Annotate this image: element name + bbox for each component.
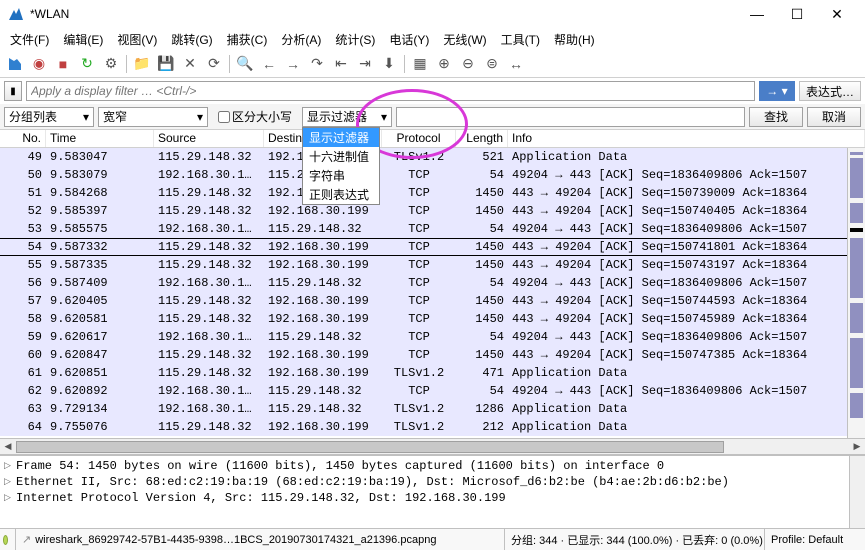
toolbar-restart-icon[interactable]: ↻ — [76, 53, 98, 75]
col-info[interactable]: Info — [508, 130, 865, 147]
toolbar-open-icon[interactable]: 📁 — [131, 53, 153, 75]
scroll-left-icon[interactable]: ◀ — [0, 439, 16, 455]
packet-row[interactable]: 649.755076115.29.148.32192.168.30.199TLS… — [0, 418, 865, 436]
packet-row[interactable]: 509.583079192.168.30.1…115.29.148.32TCP5… — [0, 166, 865, 184]
menu-help[interactable]: 帮助(H) — [548, 29, 601, 50]
menubar: 文件(F) 编辑(E) 视图(V) 跳转(G) 捕获(C) 分析(A) 统计(S… — [0, 28, 865, 50]
find-button[interactable]: 查找 — [749, 107, 803, 127]
toolbar-colorize-icon[interactable]: ▦ — [409, 53, 431, 75]
close-button[interactable]: ✕ — [817, 0, 857, 28]
packet-row[interactable]: 629.620892192.168.30.1…115.29.148.32TCP5… — [0, 382, 865, 400]
toolbar-close-icon[interactable]: ✕ — [179, 53, 201, 75]
toolbar-find-icon[interactable]: 🔍 — [234, 53, 256, 75]
toolbar-zoom-out-icon[interactable]: ⊖ — [457, 53, 479, 75]
toolbar-stop2-icon[interactable]: ■ — [52, 53, 74, 75]
filterbar: ▮ → ▾ 表达式… — [0, 78, 865, 104]
minimap[interactable] — [847, 148, 865, 438]
packet-row[interactable]: 599.620617192.168.30.1…115.29.148.32TCP5… — [0, 328, 865, 346]
packet-details: ▷Frame 54: 1450 bytes on wire (11600 bit… — [0, 454, 865, 528]
search-type-menu: 显示过滤器 十六进制值 字符串 正则表达式 — [302, 127, 380, 205]
detail-ip[interactable]: ▷Internet Protocol Version 4, Src: 115.2… — [4, 490, 861, 506]
menu-view[interactable]: 视图(V) — [111, 29, 163, 50]
toolbar-next-icon[interactable]: → — [282, 53, 304, 75]
toolbar-stop-icon[interactable]: ◉ — [28, 53, 50, 75]
detail-ethernet[interactable]: ▷Ethernet II, Src: 68:ed:c2:19:ba:19 (68… — [4, 474, 861, 490]
display-filter-input[interactable] — [26, 81, 755, 101]
search-in-dropdown[interactable]: 分组列表▾ — [4, 107, 94, 127]
packet-row[interactable]: 639.729134192.168.30.1…115.29.148.32TLSv… — [0, 400, 865, 418]
search-option-hex[interactable]: 十六进制值 — [303, 147, 379, 166]
menu-telephony[interactable]: 电话(Y) — [383, 29, 435, 50]
details-scrollbar[interactable] — [849, 456, 865, 528]
packet-list: 499.583047115.29.148.32192.168.30.199TLS… — [0, 148, 865, 438]
toolbar-goto-icon[interactable]: ↷ — [306, 53, 328, 75]
window-title: *WLAN — [30, 7, 737, 21]
status-file: ↗wireshark_86929742-57B1-4435-9398…1BCS_… — [16, 529, 505, 550]
statusbar: ↗wireshark_86929742-57B1-4435-9398…1BCS_… — [0, 528, 865, 550]
packet-row[interactable]: 609.620847115.29.148.32192.168.30.199TCP… — [0, 346, 865, 364]
expression-button[interactable]: 表达式… — [799, 81, 861, 101]
col-length[interactable]: Length — [456, 130, 508, 147]
toolbar-autoscroll-icon[interactable]: ⬇ — [378, 53, 400, 75]
toolbar-reload-icon[interactable]: ⟳ — [203, 53, 225, 75]
menu-capture[interactable]: 捕获(C) — [221, 29, 274, 50]
packet-row[interactable]: 559.587335115.29.148.32192.168.30.199TCP… — [0, 256, 865, 274]
menu-go[interactable]: 跳转(G) — [165, 29, 218, 50]
col-protocol[interactable]: Protocol — [382, 130, 456, 147]
toolbar-prev-icon[interactable]: ← — [258, 53, 280, 75]
toolbar-start-icon[interactable] — [4, 53, 26, 75]
col-no[interactable]: No. — [0, 130, 46, 147]
detail-frame[interactable]: ▷Frame 54: 1450 bytes on wire (11600 bit… — [4, 458, 861, 474]
toolbar-zoom-in-icon[interactable]: ⊕ — [433, 53, 455, 75]
filter-bookmark-icon[interactable]: ▮ — [4, 81, 22, 101]
toolbar-zoom-reset-icon[interactable]: ⊜ — [481, 53, 503, 75]
menu-tools[interactable]: 工具(T) — [495, 29, 546, 50]
toolbar-last-icon[interactable]: ⇥ — [354, 53, 376, 75]
packet-row[interactable]: 539.585575192.168.30.1…115.29.148.32TCP5… — [0, 220, 865, 238]
menu-edit[interactable]: 编辑(E) — [57, 29, 109, 50]
search-type-dropdown[interactable]: 显示过滤器▾ — [302, 107, 392, 127]
col-time[interactable]: Time — [46, 130, 154, 147]
status-profile[interactable]: Profile: Default — [765, 529, 865, 550]
col-source[interactable]: Source — [154, 130, 264, 147]
search-option-regex[interactable]: 正则表达式 — [303, 185, 379, 204]
toolbar-save-icon[interactable]: 💾 — [155, 53, 177, 75]
toolbar-first-icon[interactable]: ⇤ — [330, 53, 352, 75]
case-sensitive-checkbox[interactable]: 区分大小写 — [212, 108, 298, 125]
packet-row[interactable]: 499.583047115.29.148.32192.168.30.199TLS… — [0, 148, 865, 166]
search-value-input[interactable] — [396, 107, 745, 127]
titlebar: *WLAN — ☐ ✕ — [0, 0, 865, 28]
search-option-display-filter[interactable]: 显示过滤器 — [303, 128, 379, 147]
minimize-button[interactable]: — — [737, 0, 777, 28]
menu-file[interactable]: 文件(F) — [4, 29, 55, 50]
packet-row[interactable]: 589.620581115.29.148.32192.168.30.199TCP… — [0, 310, 865, 328]
app-icon — [8, 6, 24, 22]
searchbar: 分组列表▾ 宽窄▾ 区分大小写 显示过滤器▾ 显示过滤器 十六进制值 字符串 正… — [0, 104, 865, 130]
menu-statistics[interactable]: 统计(S) — [329, 29, 381, 50]
status-packets: 分组: 344 · 已显示: 344 (100.0%) · 已丢弃: 0 (0.… — [505, 529, 765, 550]
cancel-button[interactable]: 取消 — [807, 107, 861, 127]
packet-row[interactable]: 519.584268115.29.148.32192.168.30.199TCP… — [0, 184, 865, 202]
packet-row[interactable]: 529.585397115.29.148.32192.168.30.199TCP… — [0, 202, 865, 220]
search-charset-dropdown[interactable]: 宽窄▾ — [98, 107, 208, 127]
expert-info-icon[interactable] — [3, 535, 8, 545]
maximize-button[interactable]: ☐ — [777, 0, 817, 28]
filter-apply-button[interactable]: → ▾ — [759, 81, 795, 101]
toolbar-options-icon[interactable]: ⚙ — [100, 53, 122, 75]
packet-row[interactable]: 549.587332115.29.148.32192.168.30.199TCP… — [0, 238, 865, 256]
packet-headers: No. Time Source Destination Protocol Len… — [0, 130, 865, 148]
horizontal-scrollbar[interactable]: ◀ ▶ — [0, 438, 865, 454]
toolbar-resize-icon[interactable]: ↔ — [505, 53, 527, 75]
menu-wireless[interactable]: 无线(W) — [437, 29, 492, 50]
toolbar: ◉ ■ ↻ ⚙ 📁 💾 ✕ ⟳ 🔍 ← → ↷ ⇤ ⇥ ⬇ ▦ ⊕ ⊖ ⊜ ↔ — [0, 50, 865, 78]
packet-row[interactable]: 569.587409192.168.30.1…115.29.148.32TCP5… — [0, 274, 865, 292]
menu-analyze[interactable]: 分析(A) — [275, 29, 327, 50]
packet-row[interactable]: 579.620405115.29.148.32192.168.30.199TCP… — [0, 292, 865, 310]
scroll-right-icon[interactable]: ▶ — [849, 439, 865, 455]
packet-row[interactable]: 619.620851115.29.148.32192.168.30.199TLS… — [0, 364, 865, 382]
search-option-string[interactable]: 字符串 — [303, 166, 379, 185]
